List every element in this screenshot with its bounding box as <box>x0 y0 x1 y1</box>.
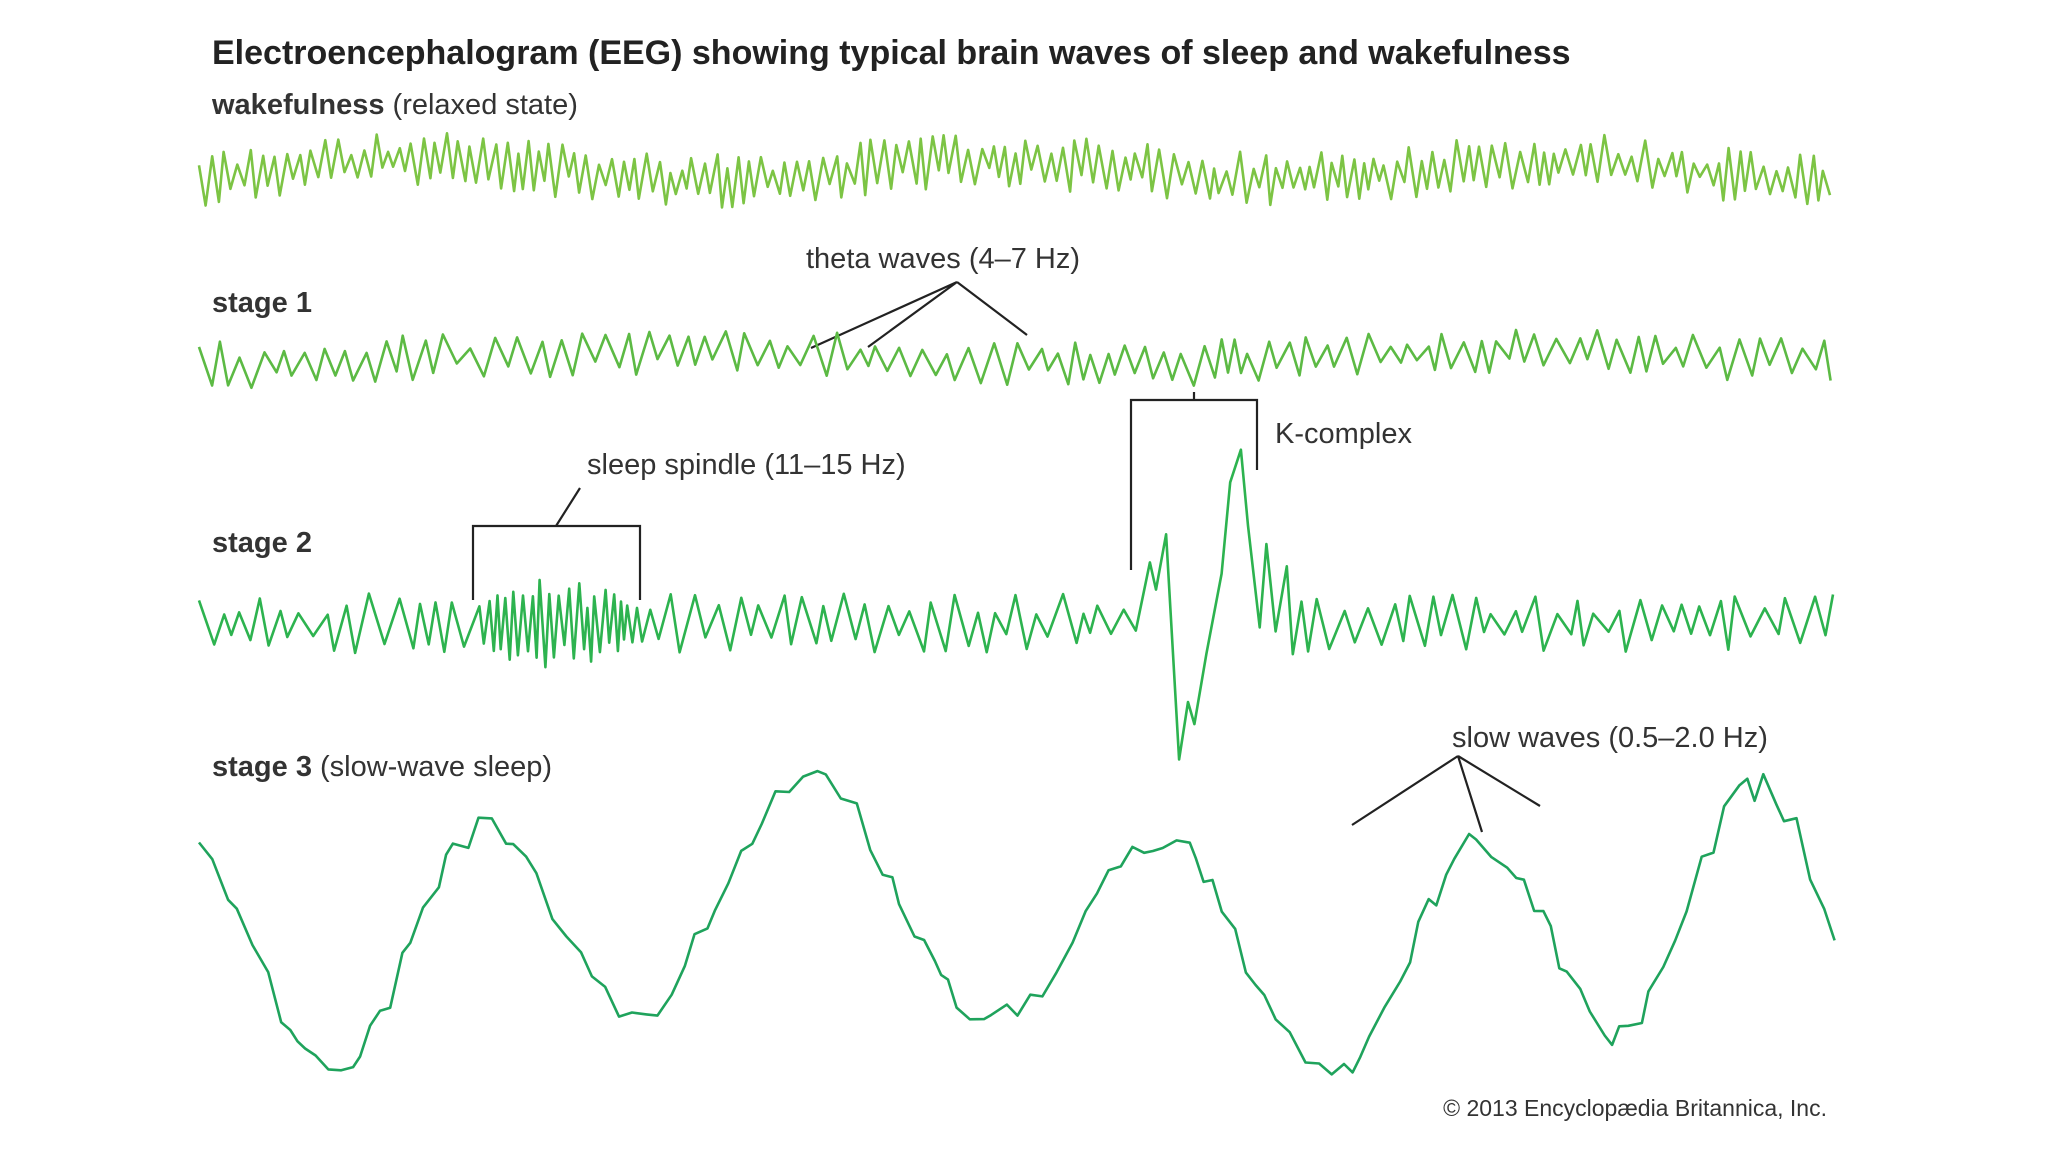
annotation: slow waves (0.5–2.0 Hz) <box>1452 722 1768 754</box>
trace-label: stage 3 (slow-wave sleep) <box>212 751 552 783</box>
eeg-trace <box>197 769 1836 1076</box>
trace-name: stage 3 <box>212 751 312 783</box>
trace-label: wakefulness (relaxed state) <box>211 89 578 121</box>
title: Electroencephalogram (EEG) showing typic… <box>212 34 1571 72</box>
annotation-pointer <box>1351 755 1541 833</box>
eeg-trace <box>197 448 1835 761</box>
annotation-pointer <box>810 280 1028 350</box>
waves <box>197 132 1836 1076</box>
annotation: K-complex <box>1275 418 1412 450</box>
eeg-trace <box>197 328 1832 390</box>
copyright: © 2013 Encyclopædia Britannica, Inc. <box>1443 1095 1827 1121</box>
trace-name: wakefulness <box>211 89 384 121</box>
annotation: sleep spindle (11–15 Hz) <box>587 449 906 481</box>
trace-note: (slow-wave sleep) <box>320 751 552 783</box>
trace-name: stage 2 <box>212 527 312 559</box>
trace-name: stage 1 <box>212 287 312 319</box>
eeg-trace <box>197 132 1832 209</box>
trace-note: (relaxed state) <box>393 89 578 121</box>
kcomplex-bracket <box>1129 392 1259 570</box>
spindle-bracket <box>471 487 642 600</box>
annotation: theta waves (4–7 Hz) <box>806 243 1080 275</box>
